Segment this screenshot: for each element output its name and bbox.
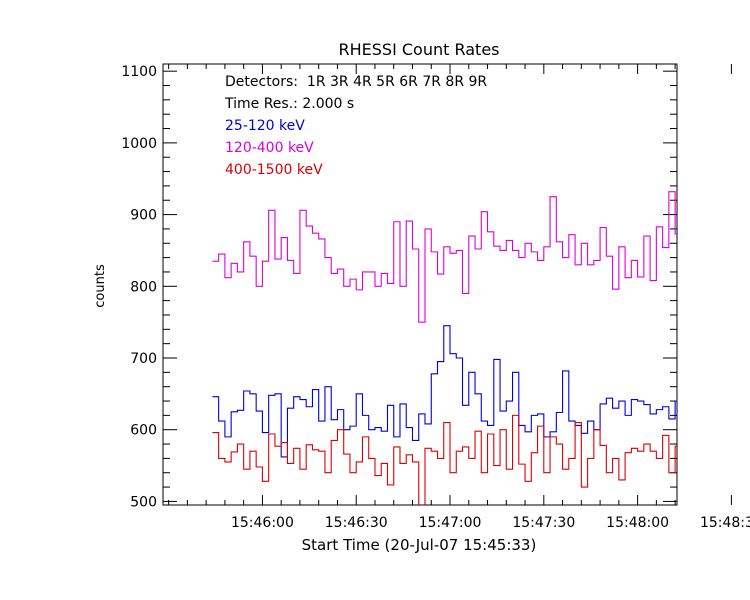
legend-entry-120-400: 120-400 keV [225, 140, 314, 156]
x-tick-label: 15:46:00 [231, 515, 294, 531]
series-line-400-1500-kev [212, 414, 677, 505]
x-tick-label: 15:46:30 [325, 515, 388, 531]
series-line-25-120-kev [212, 325, 677, 458]
y-tick-label: 700 [130, 351, 157, 367]
legend: Detectors: 1R 3R 4R 5R 6R 7R 8R 9R Time … [224, 74, 487, 178]
y-tick-label: 800 [130, 279, 157, 295]
time-res-label: Time Res.: 2.000 s [224, 96, 354, 112]
x-tick-label: 15:48:00 [606, 515, 669, 531]
y-tick-label: 1100 [121, 64, 157, 80]
x-axis-label: Start Time (20-Jul-07 15:45:33) [302, 536, 537, 554]
detectors-label: Detectors: 1R 3R 4R 5R 6R 7R 8R 9R [225, 74, 487, 90]
y-axis: 500 600 700 800 900 1000 1100 [121, 64, 677, 510]
series-line-120-400-kev [212, 191, 677, 323]
y-tick-label: 900 [130, 208, 157, 224]
legend-entry-25-120: 25-120 keV [225, 118, 305, 134]
y-tick-label: 600 [130, 423, 157, 439]
series-group [212, 191, 677, 505]
x-tick-label: 15:47:00 [419, 515, 482, 531]
legend-entry-400-1500: 400-1500 keV [225, 162, 323, 178]
plot-area-frame [162, 63, 678, 506]
y-tick-label: 500 [130, 494, 157, 510]
y-tick-label: 1000 [121, 136, 157, 152]
x-tick-label: 15:48:30 [700, 515, 750, 531]
y-axis-label: counts [93, 264, 108, 308]
x-tick-label: 15:47:30 [512, 515, 575, 531]
chart-title: RHESSI Count Rates [339, 40, 500, 59]
x-axis: 15:46:00 15:46:30 15:47:00 15:47:30 15:48:00… [168, 64, 750, 531]
